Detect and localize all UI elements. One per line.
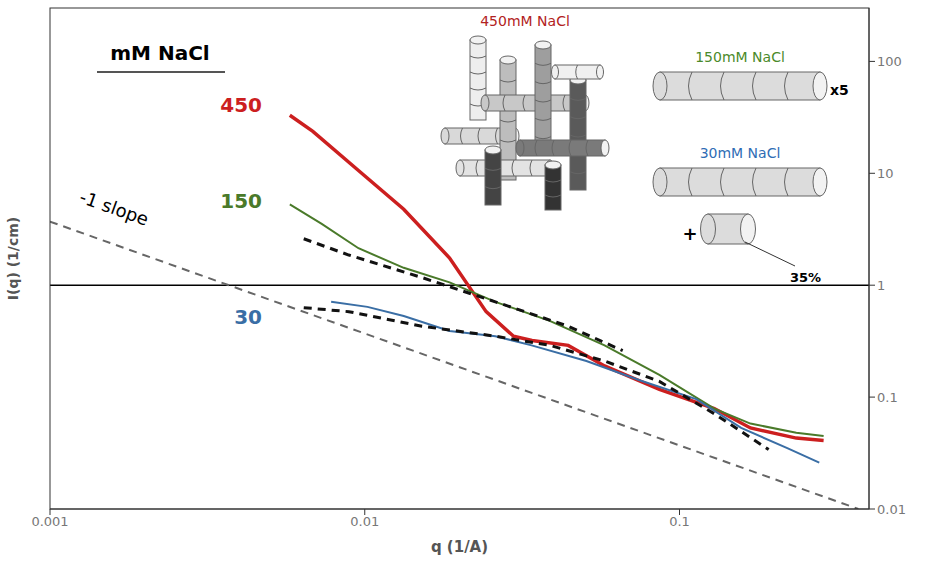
svg-text:1: 1 [877,278,885,293]
svg-text:-1 slope: -1 slope [77,186,151,230]
svg-text:30: 30 [234,305,262,329]
svg-text:35%: 35% [790,270,821,285]
svg-text:0.01: 0.01 [877,502,906,517]
svg-text:x5: x5 [830,82,849,98]
svg-text:450mM NaCl: 450mM NaCl [480,13,570,29]
svg-text:I(q) (1/cm): I(q) (1/cm) [5,217,21,300]
svg-text:0.1: 0.1 [669,514,690,529]
svg-text:mM NaCl: mM NaCl [110,41,209,65]
svg-text:30mM NaCl: 30mM NaCl [700,145,781,161]
svg-text:150mM NaCl: 150mM NaCl [695,49,785,65]
svg-text:10: 10 [877,166,894,181]
svg-text:0.01: 0.01 [350,514,379,529]
svg-text:100: 100 [877,54,902,69]
svg-text:0.001: 0.001 [31,514,68,529]
svg-text:+: + [682,223,697,244]
svg-text:q (1/A): q (1/A) [431,538,488,556]
svg-text:450: 450 [220,93,262,117]
svg-text:0.1: 0.1 [877,390,898,405]
svg-text:150: 150 [220,189,262,213]
